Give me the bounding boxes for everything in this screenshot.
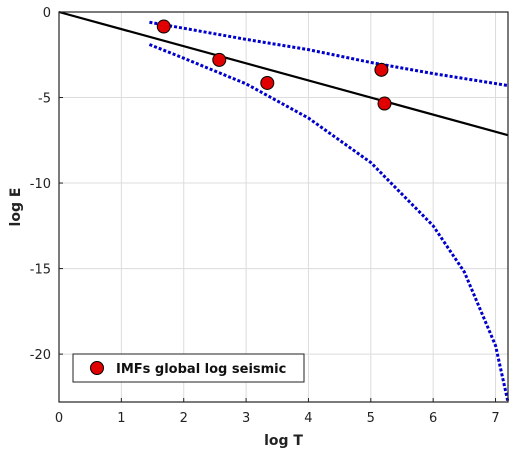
data-points [156,19,392,111]
legend-label: IMFs global log seismic [116,362,286,377]
bound-curve [148,43,510,403]
y-tick-label: -10 [30,177,51,192]
y-tick-label: -15 [30,263,51,278]
x-tick-label: 4 [304,411,312,426]
x-tick-label: 7 [491,411,499,426]
x-tick-label: 6 [429,411,437,426]
y-tick-label: 0 [43,6,51,21]
fit-line [58,10,509,137]
y-axis-label: log E [8,188,24,227]
x-tick-labels: 0 1 2 3 4 5 6 7 [55,411,500,426]
legend-box [72,353,305,383]
series-lines [58,10,510,403]
plot-frame [58,11,509,403]
y-tick-label: -5 [38,92,51,107]
data-point [212,52,227,67]
x-tick-label: 5 [367,411,375,426]
x-axis-label: log T [264,433,303,449]
x-tick-label: 0 [55,411,63,426]
data-point [377,96,392,111]
grid [58,11,508,402]
bound-curve [149,20,509,88]
data-point [156,19,171,34]
data-point [260,75,275,90]
y-tick-labels: 0 -5 -10 -15 -20 [30,6,51,363]
y-tick-label: -20 [30,348,51,363]
legend: IMFs global log seismic [72,353,305,383]
data-point [374,62,389,77]
x-tick-label: 1 [117,411,125,426]
x-tick-label: 3 [242,411,250,426]
legend-marker [90,361,104,375]
x-tick-label: 2 [180,411,188,426]
